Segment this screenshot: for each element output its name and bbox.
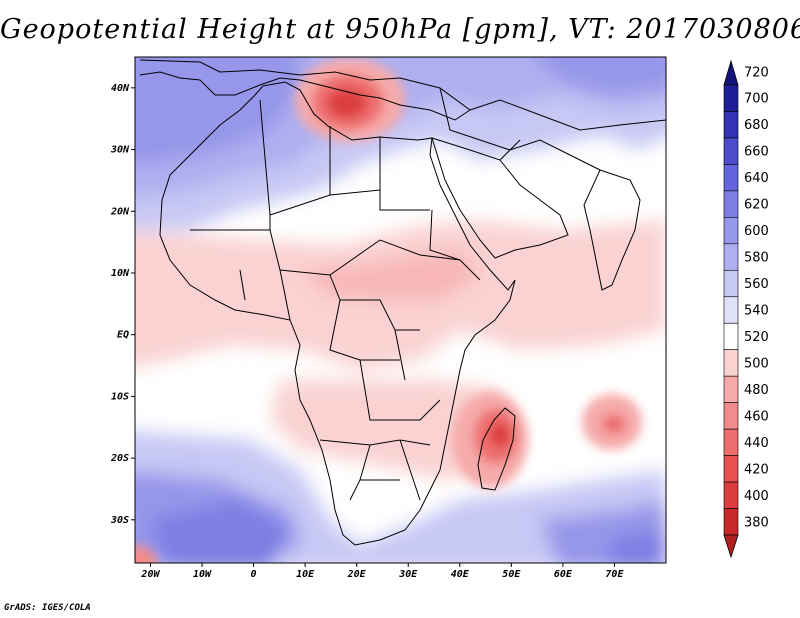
height-field xyxy=(135,57,666,563)
lon-tick-label: 70E xyxy=(605,569,624,580)
lat-tick-label: 10S xyxy=(111,391,129,402)
colorbar-label: 700 xyxy=(744,92,769,107)
lon-tick-label: 0 xyxy=(251,569,257,580)
colorbar-label: 540 xyxy=(744,304,769,319)
lat-tick-label: 20S xyxy=(110,453,129,464)
colorbar-swatch xyxy=(723,84,739,112)
colorbar-swatch xyxy=(723,428,739,456)
colorbar-label: 600 xyxy=(744,224,769,239)
colorbar-swatch xyxy=(723,375,739,403)
colorbar-label: 480 xyxy=(744,383,769,398)
borders-north-africa xyxy=(190,99,461,276)
europe-coastline xyxy=(139,59,471,121)
lon-tick-label: 50E xyxy=(502,569,521,580)
borders-southern-africa xyxy=(319,439,431,501)
borders-middle-east xyxy=(439,87,601,171)
lat-tick-label: 20N xyxy=(110,206,130,217)
lon-tick-label: 40E xyxy=(451,569,470,580)
colorbar-top-arrow xyxy=(723,59,739,86)
madagascar-coastline xyxy=(477,407,516,491)
lat-tick-label: 40N xyxy=(111,83,130,94)
colorbar-swatch xyxy=(723,137,739,165)
colorbar-swatch xyxy=(723,269,739,298)
lon-tick-label: 60E xyxy=(554,569,573,580)
colorbar-label: 560 xyxy=(744,277,769,292)
longitude-axis: 20W 10W 0 10E 20E 30E 40E 50E 60E 70E xyxy=(140,563,624,580)
colorbar-swatch xyxy=(723,402,739,430)
colorbar: 720 700 680 660 640 620 600 580 560 540 520 500 480 4… xyxy=(723,59,769,559)
colorbar-label: 500 xyxy=(744,356,769,371)
colorbar-swatch xyxy=(723,164,739,192)
colorbar-label: 380 xyxy=(744,515,769,530)
lat-tick-label: EQ xyxy=(117,330,129,341)
colorbar-label: 680 xyxy=(744,118,769,133)
lon-tick-label: 20W xyxy=(140,569,160,580)
lon-tick-label: 10E xyxy=(296,569,315,580)
lon-tick-label: 30E xyxy=(398,569,418,580)
india-coastline xyxy=(583,169,641,291)
map-title: Geopotential Height at 950hPa [gpm], VT:… xyxy=(0,14,800,45)
lat-tick-label: 10N xyxy=(111,268,130,279)
lat-tick-label: 30N xyxy=(110,145,130,156)
asia-coastline xyxy=(469,99,666,131)
arabia-coastline xyxy=(431,137,569,259)
colorbar-label: 520 xyxy=(744,330,769,345)
colorbar-label: 440 xyxy=(744,436,769,451)
plot-frame xyxy=(134,56,667,564)
colorbar-label: 640 xyxy=(744,171,769,186)
colorbar-swatch xyxy=(723,349,739,377)
colorbar-swatch xyxy=(723,243,739,271)
colorbar-label: 460 xyxy=(744,409,769,424)
colorbar-label: 620 xyxy=(744,198,769,213)
latitude-axis: 40N 30N 20N 10N EQ 10S 20S 30S xyxy=(110,83,135,526)
colorbar-bottom-arrow xyxy=(723,534,739,559)
colorbar-swatch xyxy=(723,217,739,245)
lat-tick-label: 30S xyxy=(110,515,129,526)
grads-credit: GrADS: IGES/COLA xyxy=(4,603,91,613)
lon-tick-label: 10W xyxy=(193,569,212,580)
borders-central-africa xyxy=(239,239,481,421)
colorbar-swatch xyxy=(723,296,739,324)
colorbar-swatch xyxy=(723,455,739,483)
lon-tick-label: 20E xyxy=(347,569,367,580)
colorbar-label: 420 xyxy=(744,462,769,477)
colorbar-swatch xyxy=(723,481,739,509)
colorbar-label: 660 xyxy=(744,145,769,160)
colorbar-swatch xyxy=(723,111,739,139)
colorbar-label: 400 xyxy=(744,489,769,504)
coastlines-and-borders xyxy=(139,59,666,546)
colorbar-swatch xyxy=(723,322,739,351)
colorbar-label: 580 xyxy=(744,251,769,266)
colorbar-label: 720 xyxy=(744,65,769,80)
colorbar-swatch xyxy=(723,190,739,218)
colorbar-swatch xyxy=(723,508,739,536)
africa-coastline xyxy=(159,81,516,546)
